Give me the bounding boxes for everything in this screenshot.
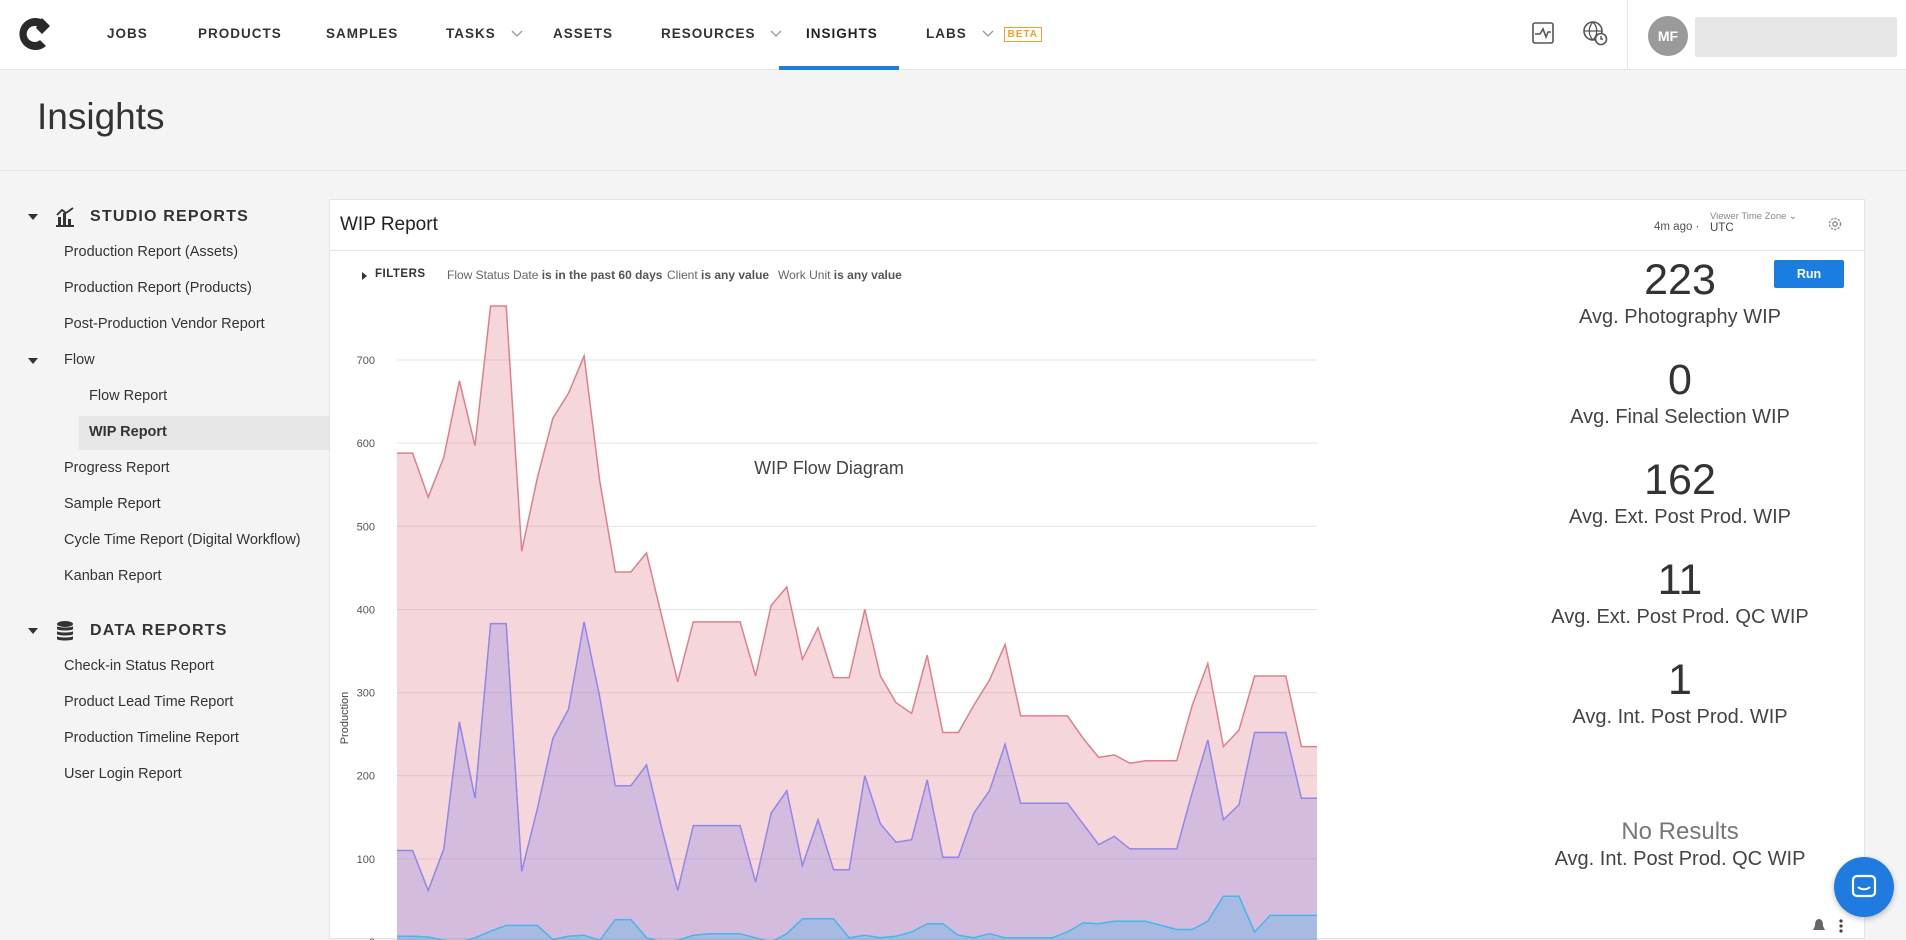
kpi-label: Avg. Ext. Post Prod. QC WIP xyxy=(1551,606,1809,628)
timezone-value: UTC xyxy=(1710,222,1734,234)
filters-toggle[interactable]: FILTERS xyxy=(375,268,426,280)
active-item-highlight xyxy=(79,416,330,450)
kpi-ext-post-prod-wip: 162 Avg. Ext. Post Prod. WIP xyxy=(1545,456,1815,530)
kpi-int-post-prod-qc-wip: No Results Avg. Int. Post Prod. QC WIP xyxy=(1545,818,1815,872)
nav-tasks[interactable]: TASKS xyxy=(446,0,523,70)
nav-jobs[interactable]: JOBS xyxy=(107,26,148,41)
top-navigation-bar: JOBS PRODUCTS SAMPLES TASKS ASSETS RESOU… xyxy=(0,0,1906,70)
y-axis-label: Production xyxy=(339,692,351,745)
filter-client[interactable]: Client is any value xyxy=(667,268,770,282)
chat-icon xyxy=(1851,874,1877,898)
page-header-divider xyxy=(0,170,1906,171)
section-title: STUDIO REPORTS xyxy=(90,208,250,225)
kpi-photography-wip: 223 Avg. Photography WIP xyxy=(1545,256,1815,330)
nav-labs[interactable]: LABS BETA xyxy=(926,0,1042,70)
report-title: WIP Report xyxy=(340,214,438,235)
sidebar-item-kanban-report[interactable]: Kanban Report xyxy=(64,568,162,584)
chevron-down-icon xyxy=(511,30,522,38)
kpi-label: Avg. Int. Post Prod. WIP xyxy=(1572,706,1788,728)
y-tick-label: 200 xyxy=(357,771,375,783)
report-header-divider xyxy=(330,250,1864,251)
topbar-divider xyxy=(1627,0,1628,70)
collapse-caret-icon[interactable] xyxy=(28,358,38,364)
sidebar-item-check-in-status-report[interactable]: Check-in Status Report xyxy=(64,658,214,674)
nav-resources[interactable]: RESOURCES xyxy=(661,0,782,70)
alert-bell-icon[interactable] xyxy=(1812,918,1826,934)
run-button[interactable]: Run xyxy=(1774,260,1844,288)
series-line-1 xyxy=(397,621,1317,893)
sidebar-item-flow-report[interactable]: Flow Report xyxy=(89,388,168,404)
filter-flow-status-date[interactable]: Flow Status Date is in the past 60 days xyxy=(447,268,663,282)
sidebar-item-sample-report[interactable]: Sample Report xyxy=(64,496,161,512)
section-title: DATA REPORTS xyxy=(90,622,228,639)
chevron-down-icon xyxy=(770,30,782,38)
kpi-value: 0 xyxy=(1668,356,1692,404)
kpi-label: Avg. Photography WIP xyxy=(1579,306,1781,328)
chat-support-button[interactable] xyxy=(1834,857,1894,917)
kpi-label: Avg. Final Selection WIP xyxy=(1570,406,1790,428)
sidebar-item-wip-report[interactable]: WIP Report xyxy=(89,424,167,440)
user-avatar[interactable]: MF xyxy=(1648,16,1688,56)
sidebar-item-production-report-assets[interactable]: Production Report (Assets) xyxy=(64,244,239,260)
kpi-value: 223 xyxy=(1644,256,1716,304)
y-tick-label: 400 xyxy=(357,604,375,616)
collapse-caret-icon[interactable] xyxy=(28,628,38,634)
sidebar-item-post-production-vendor-report[interactable]: Post-Production Vendor Report xyxy=(64,316,265,332)
sidebar-item-production-report-products[interactable]: Production Report (Products) xyxy=(64,280,252,296)
expand-caret-icon[interactable] xyxy=(362,272,367,280)
gear-icon[interactable] xyxy=(1827,216,1843,232)
nav-samples[interactable]: SAMPLES xyxy=(326,26,399,41)
kpi-ext-post-prod-qc-wip: 11 Avg. Ext. Post Prod. QC WIP xyxy=(1545,556,1815,630)
kpi-value: 162 xyxy=(1644,456,1716,504)
company-logo-icon[interactable] xyxy=(14,14,52,54)
sidebar-item-production-timeline-report[interactable]: Production Timeline Report xyxy=(64,730,239,746)
wip-flow-chart: WIP Flow Diagram0100200300400500600700Pr… xyxy=(339,305,1317,940)
page-title: Insights xyxy=(37,96,165,137)
globe-clock-icon[interactable] xyxy=(1582,20,1608,46)
chevron-down-icon xyxy=(982,30,993,38)
kpi-label: Avg. Int. Post Prod. QC WIP xyxy=(1554,848,1806,870)
active-tab-indicator xyxy=(779,66,899,70)
y-tick-label: 700 xyxy=(357,355,375,367)
group-label: Flow xyxy=(64,352,95,368)
kpi-label: Avg. Ext. Post Prod. WIP xyxy=(1569,506,1791,528)
series-area-1 xyxy=(397,621,1317,940)
kpi-int-post-prod-wip: 1 Avg. Int. Post Prod. WIP xyxy=(1545,656,1815,730)
collapse-caret-icon[interactable] xyxy=(28,214,38,220)
series-area-2 xyxy=(397,896,1317,940)
sidebar-item-product-lead-time-report[interactable]: Product Lead Time Report xyxy=(64,694,234,710)
y-tick-label: 600 xyxy=(357,438,375,450)
kpi-value: 11 xyxy=(1657,556,1703,604)
y-tick-label: 500 xyxy=(357,521,375,533)
user-name-placeholder[interactable] xyxy=(1695,17,1897,57)
beta-badge: BETA xyxy=(1003,26,1042,42)
y-tick-label: 100 xyxy=(357,854,375,866)
nav-products[interactable]: PRODUCTS xyxy=(198,26,282,41)
database-icon xyxy=(57,621,73,641)
sidebar-item-user-login-report[interactable]: User Login Report xyxy=(64,766,182,782)
y-tick-label: 300 xyxy=(357,688,375,700)
series-area-0 xyxy=(397,306,1317,940)
bar-chart-icon xyxy=(56,207,74,227)
kpi-value: 1 xyxy=(1668,656,1692,704)
activity-chart-icon[interactable] xyxy=(1530,20,1556,46)
nav-assets[interactable]: ASSETS xyxy=(553,26,614,41)
kpi-final-selection-wip: 0 Avg. Final Selection WIP xyxy=(1545,356,1815,430)
nav-insights[interactable]: INSIGHTS xyxy=(806,26,878,41)
last-updated-text: 4m ago · xyxy=(1654,221,1700,233)
more-options-icon[interactable] xyxy=(1838,918,1844,934)
report-panel: WIP Report 4m ago · Viewer Time Zone ⌄ U… xyxy=(329,199,1865,940)
sidebar-item-cycle-time-report[interactable]: Cycle Time Report (Digital Workflow) xyxy=(64,532,301,548)
filter-work-unit[interactable]: Work Unit is any value xyxy=(778,268,902,282)
timezone-selector[interactable]: Viewer Time Zone ⌄ xyxy=(1710,211,1797,222)
series-line-0 xyxy=(397,305,1317,764)
chart-title: WIP Flow Diagram xyxy=(754,458,904,478)
kpi-value: No Results xyxy=(1621,818,1739,845)
sidebar-item-progress-report[interactable]: Progress Report xyxy=(64,460,170,476)
